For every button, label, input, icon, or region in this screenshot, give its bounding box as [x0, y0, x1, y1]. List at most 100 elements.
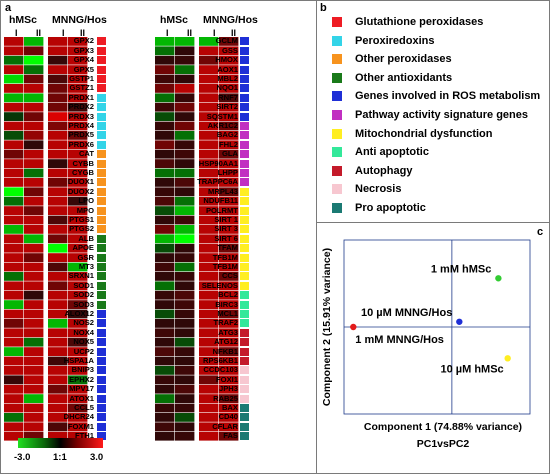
- heat-cell-left-25-2: [48, 272, 68, 281]
- gene-label-right-11: FHL2: [219, 139, 238, 149]
- heat-cell-left-8-1: [24, 112, 44, 121]
- category-marker-left-28: [97, 300, 106, 309]
- category-marker-left-0: [97, 37, 106, 46]
- heat-cell-right-10-3: [219, 131, 239, 140]
- heat-cell-left-9-2: [48, 121, 68, 131]
- category-marker-left-8: [97, 112, 106, 121]
- category-marker-left-15: [97, 178, 106, 187]
- heat-cell-right-33-2: [199, 347, 219, 356]
- heat-cell-right-35-0: [155, 366, 175, 375]
- heat-cell-left-1-1: [24, 46, 44, 56]
- category-marker-left-42: [97, 432, 106, 441]
- heat-cell-left-33-1: [24, 347, 44, 356]
- heat-cell-left-1-3: [68, 46, 88, 56]
- heat-cell-left-16-3: [68, 187, 88, 197]
- heat-cell-right-9-1: [175, 121, 195, 131]
- heat-cell-left-38-0: [4, 394, 24, 403]
- left-rep-1: I: [15, 28, 18, 38]
- heat-cell-left-17-2: [48, 196, 68, 206]
- gene-label-right-26: SELENOS: [201, 280, 238, 290]
- heat-cell-right-28-3: [219, 300, 239, 309]
- gene-label-right-21: SIRT 6: [214, 233, 238, 243]
- heat-cell-left-13-3: [68, 159, 88, 168]
- heat-cell-left-29-3: [68, 309, 88, 319]
- heat-cell-right-23-3: [219, 253, 239, 262]
- heat-cell-right-11-3: [219, 140, 239, 150]
- heat-cell-right-18-1: [175, 206, 195, 215]
- heat-cell-right-17-3: [219, 196, 239, 206]
- heat-cell-left-13-0: [4, 159, 24, 168]
- gene-label-left-42: FTH1: [75, 431, 94, 441]
- heat-cell-left-38-3: [68, 394, 88, 403]
- heat-cell-left-7-0: [4, 102, 24, 112]
- heat-cell-right-14-3: [219, 168, 239, 178]
- right-rep-1: I: [166, 28, 169, 38]
- heat-cell-left-5-1: [24, 84, 44, 93]
- category-marker-left-26: [97, 281, 106, 290]
- gene-label-right-29: MCL1: [217, 309, 238, 318]
- heat-cell-right-17-2: [199, 196, 219, 206]
- heat-cell-right-20-1: [175, 225, 195, 234]
- heat-cell-right-11-1: [175, 140, 195, 150]
- category-marker-right-14: [240, 169, 249, 177]
- category-marker-left-25: [97, 272, 106, 281]
- heat-cell-left-15-3: [68, 178, 88, 187]
- heat-cell-right-23-2: [199, 253, 219, 262]
- heat-cell-right-24-2: [199, 262, 219, 272]
- heat-cell-right-13-3: [219, 159, 239, 168]
- heat-cell-left-32-1: [24, 337, 44, 347]
- heat-cell-right-23-1: [175, 253, 195, 262]
- legend-swatch-prdx: [332, 35, 342, 46]
- heat-cell-left-11-1: [24, 140, 44, 150]
- gene-label-left-2: GPX4: [73, 55, 94, 65]
- heat-cell-left-36-0: [4, 375, 24, 385]
- category-marker-left-11: [97, 140, 106, 149]
- right-rep-4: II: [231, 28, 237, 38]
- heat-cell-right-8-3: [219, 112, 239, 121]
- legend-swatch-mito: [332, 128, 342, 139]
- heat-cell-left-42-2: [48, 431, 68, 441]
- gene-label-right-3: AOX1: [217, 64, 238, 74]
- heat-cell-left-12-2: [48, 149, 68, 159]
- gene-label-right-30: TRAF2: [213, 318, 238, 328]
- category-marker-left-19: [97, 216, 106, 224]
- category-marker-right-38: [240, 394, 249, 403]
- heat-cell-right-1-1: [175, 46, 195, 56]
- heat-cell-left-33-0: [4, 347, 24, 356]
- heat-cell-left-3-0: [4, 65, 24, 74]
- heat-cell-left-10-3: [68, 131, 88, 140]
- heat-cell-left-17-3: [68, 196, 88, 206]
- heat-cell-right-13-2: [199, 159, 219, 168]
- heat-cell-right-5-2: [199, 84, 219, 93]
- category-marker-right-32: [240, 338, 249, 347]
- heat-cell-right-37-0: [155, 384, 175, 394]
- gene-label-right-31: ATG3: [218, 327, 238, 337]
- category-marker-left-21: [97, 234, 106, 243]
- heat-cell-left-16-2: [48, 187, 68, 197]
- heat-cell-right-25-1: [175, 272, 195, 281]
- gene-label-left-24: MT3: [78, 262, 94, 271]
- legend-label-mito: Mitochondrial dysfunction: [355, 127, 493, 140]
- gene-label-left-25: SRXN1: [68, 271, 94, 281]
- category-marker-left-34: [97, 357, 106, 365]
- heat-cell-left-24-0: [4, 262, 24, 272]
- category-marker-left-32: [97, 338, 106, 347]
- heat-cell-left-23-2: [48, 253, 68, 262]
- scale-max-label: 3.0: [90, 452, 104, 463]
- gene-label-right-0: GCLM: [215, 36, 238, 46]
- gene-label-right-10: BAG2: [216, 130, 238, 140]
- heat-cell-left-28-0: [4, 300, 24, 309]
- category-marker-left-37: [97, 385, 106, 394]
- heat-cell-left-17-1: [24, 196, 44, 206]
- heat-cell-left-37-0: [4, 384, 24, 394]
- panel-a-label: a: [5, 2, 12, 14]
- heat-cell-right-10-2: [199, 131, 219, 140]
- category-marker-left-24: [97, 263, 106, 271]
- heat-cell-right-35-1: [175, 366, 195, 375]
- gene-label-right-36: FOXI1: [216, 374, 238, 384]
- gene-label-right-1: GSS: [221, 45, 238, 55]
- heat-cell-right-3-1: [175, 65, 195, 74]
- gene-label-left-20: PTGS2: [69, 224, 94, 234]
- heat-cell-right-28-2: [199, 300, 219, 309]
- gene-label-left-17: LPO: [78, 196, 94, 206]
